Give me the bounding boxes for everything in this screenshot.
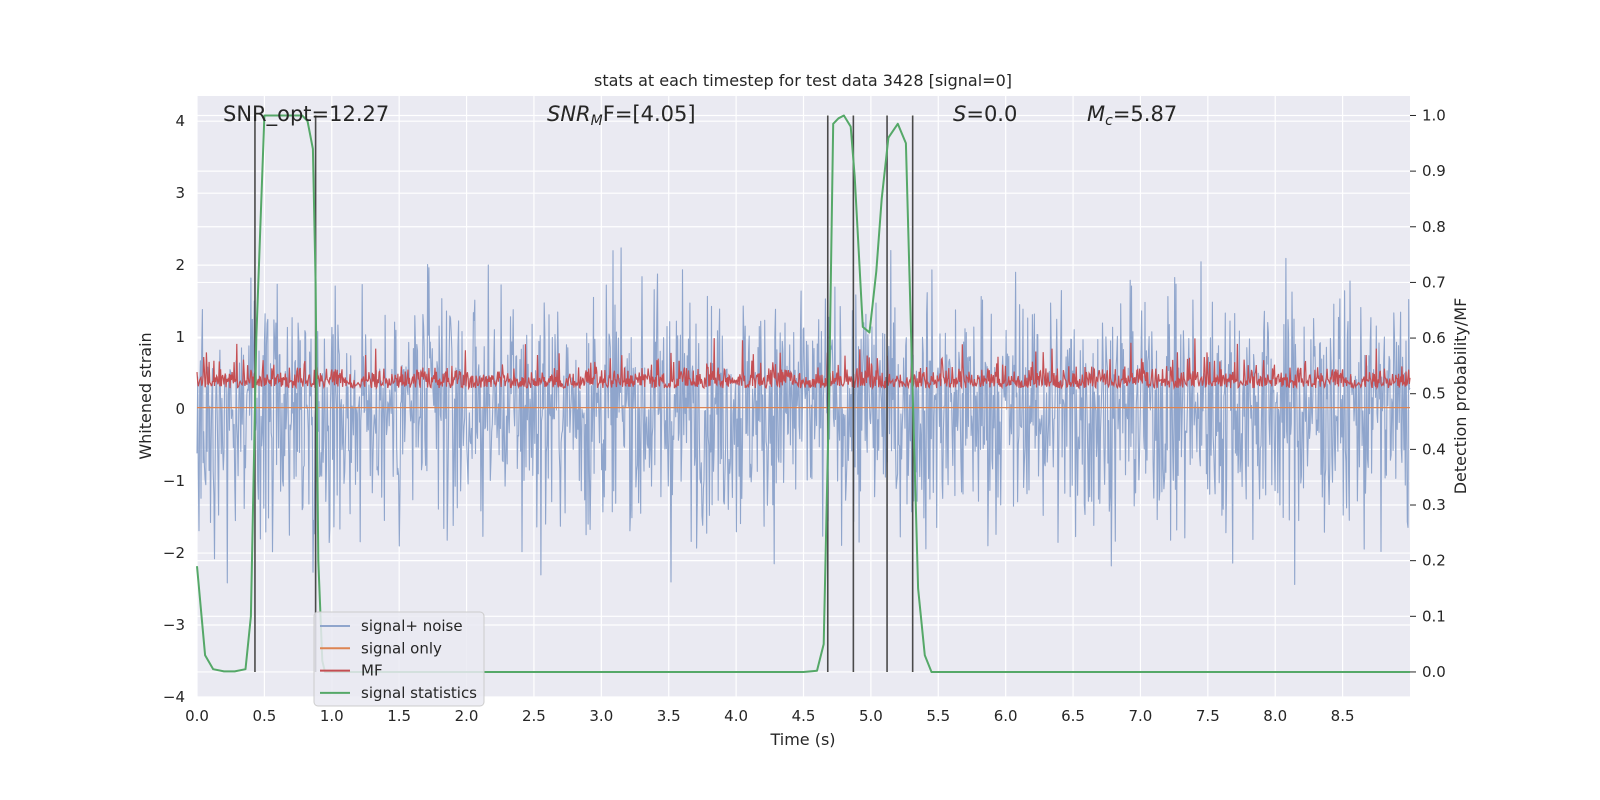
y-tick-label-right: 0.3 [1422,496,1446,514]
y-tick-label-right: 0.6 [1422,329,1446,347]
x-tick-label: 6.5 [1061,707,1085,725]
legend-box [313,611,485,707]
signal-noise-line [196,247,1411,586]
series-signal-statistics [196,114,1410,673]
x-axis-label: Time (s) [769,730,835,749]
annotation-snr-mf-base: SNR [547,102,591,126]
annotation-s: S=0.0 [953,102,1017,126]
x-tick-label: 6.0 [994,707,1018,725]
y-tick-label-left: 0 [175,400,185,418]
y-tick-label-left: −2 [163,544,185,562]
y-axis-label-left: Whitened strain [136,332,155,459]
x-tick-label: 8.0 [1263,707,1287,725]
x-tick-label: 0.0 [185,707,209,725]
signal-statistics-line [196,114,1410,673]
y-tick-label-right: 0.9 [1422,162,1446,180]
x-tick-label: 2.5 [522,707,546,725]
axes: 0.0 0.5 1.0 1.5 2.0 2.5 3.0 3.5 4.0 4.5 5.0 5.5 6.0 6… [163,106,1446,725]
legend-label: MF [361,662,383,680]
x-tick-label: 2.0 [455,707,479,725]
annotation-s-var: S [953,102,966,126]
x-tick-label: 4.0 [724,707,748,725]
y-tick-label-right: 0.0 [1422,663,1446,681]
annotation-snr-mf-rest: F=[4.05] [603,102,696,126]
y-tick-label-right: 0.1 [1422,607,1446,625]
legend: signal+ noise signal only MF signal statist… [313,611,485,707]
annotation-s-rest: =0.0 [966,102,1017,126]
y-tick-label-left: 3 [175,184,185,202]
legend-label: signal only [361,639,442,657]
chart-title-group: stats at each timestep for test data 342… [594,71,1012,90]
x-tick-label: 7.5 [1196,707,1220,725]
y-tick-label-right: 0.4 [1422,440,1446,458]
annotations: SNR_opt=12.27 SNRMF=[4.05] S=0.0 Mc=5.87 [223,102,1177,129]
legend-label: signal+ noise [361,617,463,635]
mf-line [196,338,1411,391]
series-mf [196,338,1411,391]
y-tick-label-left: −4 [163,688,185,706]
y-tick-label-left: −3 [163,616,185,634]
y-tick-label-right: 0.7 [1422,273,1446,291]
y-tick-label-left: 2 [175,256,185,274]
x-tick-label: 5.0 [859,707,883,725]
y-axis-label-right: Detection probability/MF [1451,298,1470,495]
annotation-snr-mf-sub: M [591,113,603,129]
x-tick-label: 7.0 [1129,707,1153,725]
x-tick-label: 0.5 [252,707,276,725]
x-tick-label: 3.5 [657,707,681,725]
annotation-snr-mf: SNRMF=[4.05] [547,102,696,129]
x-tick-label: 3.0 [589,707,613,725]
x-tick-label: 8.5 [1331,707,1355,725]
series-signal-noise [196,247,1411,586]
annotation-mc: Mc=5.87 [1087,102,1177,129]
x-tick-label: 1.0 [320,707,344,725]
x-tick-label: 1.5 [387,707,411,725]
y-tick-label-right: 0.5 [1422,385,1446,403]
x-tick-label: 4.5 [792,707,816,725]
annotation-mc-rest: =5.87 [1113,102,1177,126]
chart-title: stats at each timestep for test data 342… [594,71,1012,90]
y-tick-label-right: 0.8 [1422,218,1446,236]
legend-label: signal statistics [361,684,477,702]
y-tick-label-right: 0.2 [1422,552,1446,570]
annotation-mc-base: M [1087,102,1105,126]
y-tick-label-left: 4 [175,112,185,130]
y-tick-label-left: −1 [163,472,185,490]
x-tick-label: 5.5 [926,707,950,725]
annotation-mc-sub: c [1105,113,1113,129]
annotation-snr-opt: SNR_opt=12.27 [223,102,389,127]
y-tick-label-left: 1 [175,328,185,346]
y-tick-label-right: 1.0 [1422,106,1446,124]
